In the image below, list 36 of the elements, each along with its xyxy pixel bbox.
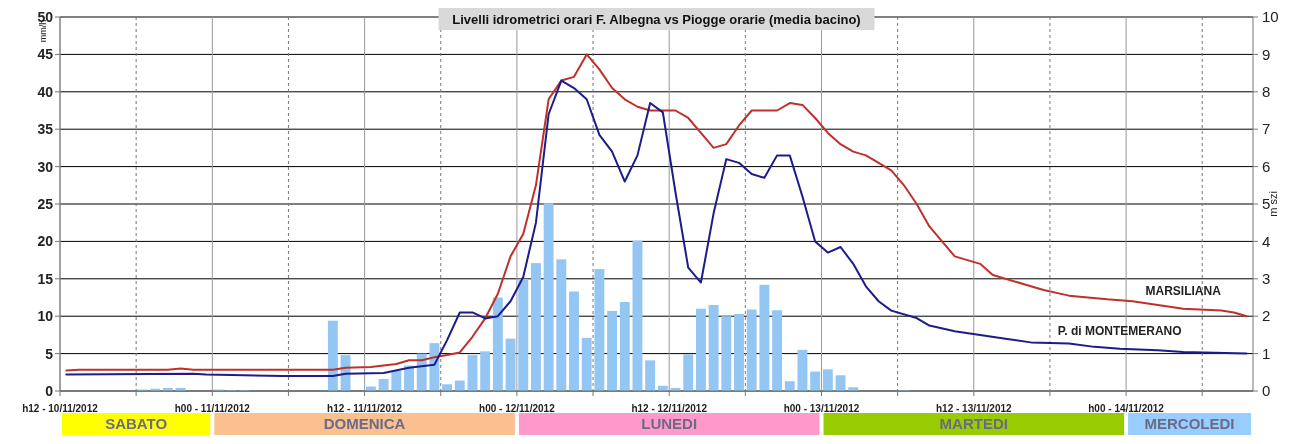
- text: LUNEDI: [641, 415, 698, 433]
- y2-tick-label: 10: [1262, 8, 1279, 26]
- x-tick-label: h12 - 10/11/2012: [22, 403, 99, 414]
- y-tick-label: 35: [37, 121, 54, 138]
- y2-tick-label: 2: [1262, 307, 1271, 325]
- y-tick-label: 30: [37, 158, 54, 175]
- y-tick-label: 10: [37, 308, 54, 325]
- y-tick-label: 40: [37, 83, 54, 100]
- text: MERCOLEDI: [1144, 415, 1235, 433]
- text: SABATO: [105, 415, 168, 433]
- y-tick-label: 20: [37, 233, 54, 250]
- y-tick-label: 15: [37, 270, 54, 287]
- x-tick-label: h12 - 12/11/2012: [631, 403, 708, 414]
- series-label: P. di MONTEMERANO: [1057, 323, 1182, 338]
- x-tick-label: h00 - 12/11/2012: [479, 403, 556, 414]
- series-label: MARSILIANA: [1145, 283, 1222, 298]
- y2-tick-label: 0: [1262, 382, 1271, 400]
- x-tick-label: h12 - 11/11/2012: [327, 403, 403, 414]
- y-tick-label: 25: [37, 195, 54, 212]
- y2-tick-label: 7: [1262, 120, 1271, 138]
- y2-tick-label: 6: [1262, 157, 1271, 175]
- text: DOMENICA: [323, 415, 406, 433]
- y2-tick-label: 9: [1262, 45, 1271, 63]
- chart-title: Livelli idrometrici orari F. Albegna vs Piogge orarie (media bacino): [452, 11, 861, 27]
- x-tick-label: h12 - 13/11/2012: [935, 403, 1013, 414]
- y2-tick-label: 3: [1262, 270, 1271, 288]
- text: MARTEDI: [939, 415, 1008, 433]
- y2-tick-label: 8: [1262, 83, 1271, 101]
- y-tick-label: 45: [37, 46, 54, 63]
- x-tick-label: h00 - 14/11/2012: [1088, 403, 1165, 414]
- x-tick-label: h00 - 11/11/2012: [174, 403, 251, 414]
- y2-tick-label: 4: [1262, 232, 1271, 250]
- x-tick-label: h00 - 13/11/2012: [783, 403, 860, 414]
- y-tick-label: 0: [45, 382, 54, 399]
- y2-tick-label: 1: [1262, 344, 1271, 362]
- y-tick-label: 5: [45, 345, 54, 362]
